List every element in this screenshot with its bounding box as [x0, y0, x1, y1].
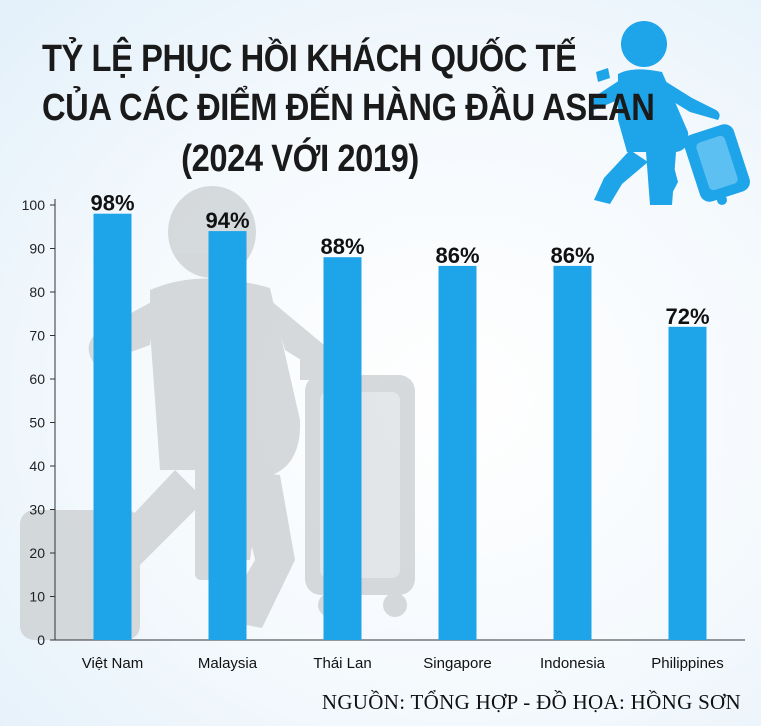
bar: [553, 265, 592, 640]
data-label: 72%: [665, 304, 709, 329]
y-tick-label: 30: [29, 502, 45, 518]
y-tick-label: 0: [37, 632, 45, 648]
x-tick-label: Philippines: [651, 655, 724, 672]
y-tick-label: 70: [29, 328, 45, 344]
x-tick-label: Malaysia: [198, 655, 258, 672]
y-tick-label: 40: [29, 458, 45, 474]
x-tick-label: Singapore: [423, 655, 491, 672]
x-tick-label: Indonesia: [540, 655, 606, 672]
chart-title-line-1: TỶ LỆ PHỤC HỒI KHÁCH QUỐC TẾ: [42, 38, 577, 80]
bar: [93, 213, 132, 640]
source-credit: NGUỒN: TỔNG HỢP - ĐỒ HỌA: HỒNG SƠN: [321, 690, 741, 714]
data-label: 94%: [205, 208, 249, 233]
data-label: 98%: [90, 191, 134, 216]
y-tick-label: 60: [29, 371, 45, 387]
bar: [323, 257, 362, 640]
bar: [668, 326, 707, 640]
data-label: 86%: [550, 243, 594, 268]
x-tick-label: Việt Nam: [82, 655, 143, 672]
x-tick-label: Thái Lan: [313, 655, 371, 672]
y-tick-label: 90: [29, 241, 45, 257]
y-tick-label: 100: [22, 197, 46, 213]
data-label: 88%: [320, 234, 364, 259]
y-tick-label: 80: [29, 284, 45, 300]
chart-title-line-2: CỦA CÁC ĐIỂM ĐẾN HÀNG ĐẦU ASEAN: [42, 87, 655, 129]
data-label: 86%: [435, 243, 479, 268]
y-tick-label: 20: [29, 545, 45, 561]
y-tick-label: 50: [29, 415, 45, 431]
traveler-with-suitcase-icon: [591, 21, 750, 205]
bar: [438, 265, 477, 640]
bar: [208, 231, 247, 640]
chart-title-line-3: (2024 VỚI 2019): [181, 138, 419, 180]
y-tick-label: 10: [29, 589, 45, 605]
